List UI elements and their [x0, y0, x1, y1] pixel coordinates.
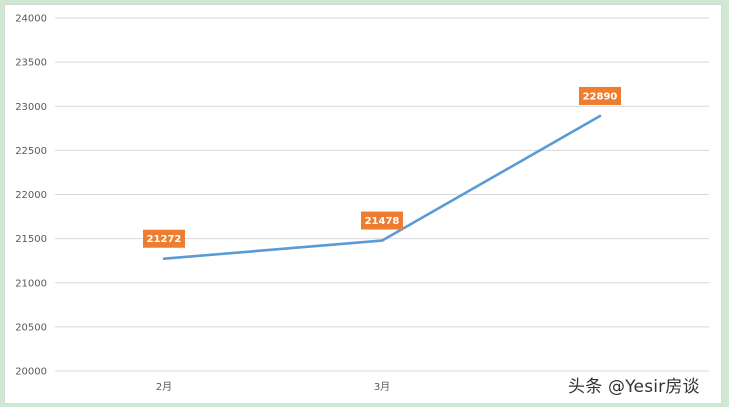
- y-tick-label: 23500: [15, 58, 47, 69]
- data-label-box: [361, 211, 403, 230]
- line-chart: 20000 20500 21000 21500 22000 22500 23000 23500…: [15, 14, 709, 393]
- y-tick-label: 21500: [15, 234, 47, 245]
- y-tick-label: 24000: [15, 14, 47, 25]
- series-line: [162, 114, 602, 260]
- y-tick-label: 20000: [15, 367, 47, 378]
- x-tick-label: 2月: [156, 381, 172, 393]
- x-tick-label: 3月: [374, 381, 390, 393]
- y-tick-label: 21000: [15, 278, 47, 289]
- data-label-text: 22890: [583, 91, 618, 102]
- y-tick-label: 22000: [15, 190, 47, 201]
- data-label: 21272: [143, 229, 185, 248]
- data-label-text: 21478: [365, 216, 400, 227]
- data-label-box: [579, 86, 621, 105]
- data-label-box: [143, 229, 185, 248]
- y-tick-label: 23000: [15, 102, 47, 113]
- data-label: 22890: [579, 86, 621, 105]
- chart-frame: 20000 20500 21000 21500 22000 22500 23000 23500…: [4, 4, 722, 404]
- data-label: 21478: [361, 211, 403, 230]
- watermark-text: 头条 @Yesir房谈: [568, 377, 700, 397]
- y-tick-label: 22500: [15, 146, 47, 157]
- y-tick-label: 20500: [15, 322, 47, 333]
- data-label-text: 21272: [147, 234, 182, 245]
